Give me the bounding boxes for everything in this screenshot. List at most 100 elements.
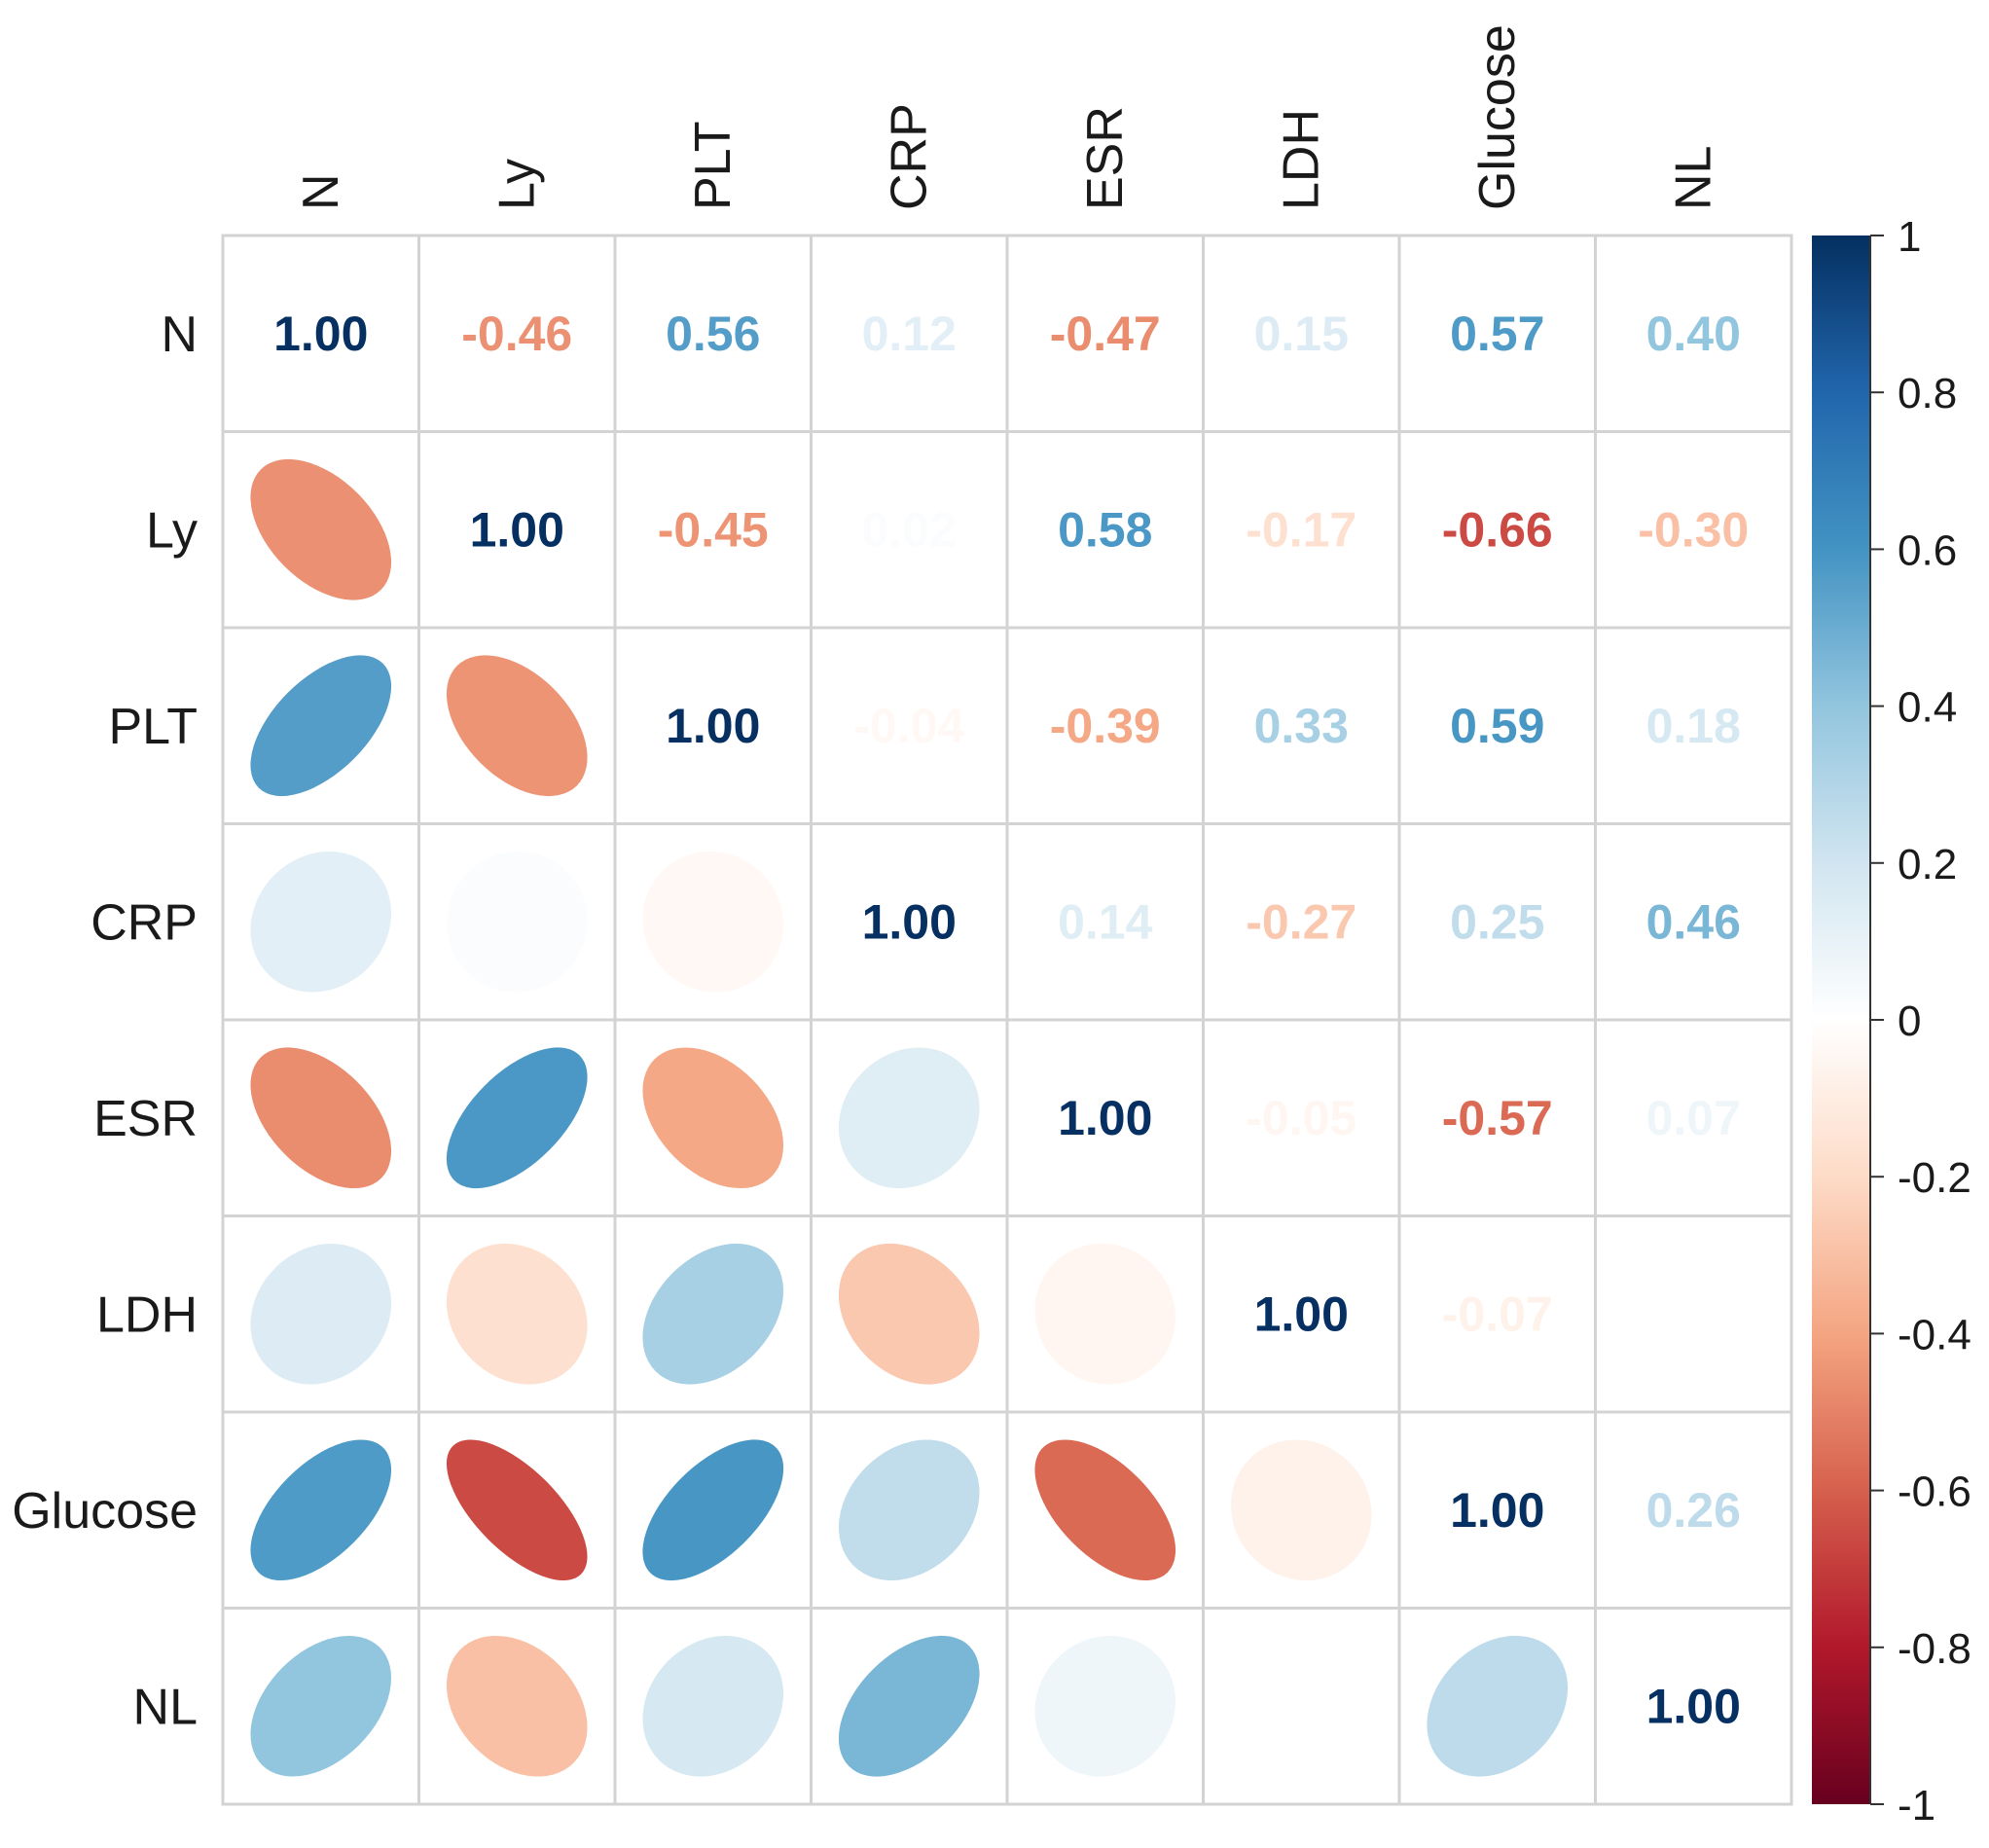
grid-cell xyxy=(221,234,420,433)
coef-n-glucose: 0.57 xyxy=(1450,307,1544,361)
grid-cell xyxy=(1397,822,1597,1022)
coef-ly-ldh: -0.17 xyxy=(1246,502,1356,557)
grid-cell xyxy=(1005,1018,1205,1217)
colorbar-tick-label: 0.6 xyxy=(1898,526,1957,574)
ellipse-glucose-crp xyxy=(838,1439,980,1581)
coef-nl-nl: 1.00 xyxy=(1646,1679,1741,1733)
ellipse-glucose-ldh xyxy=(1230,1439,1372,1581)
grid-cell xyxy=(1594,1607,1793,1806)
ellipse-nl-glucose xyxy=(1427,1635,1569,1777)
coef-n-crp: 0.12 xyxy=(862,307,957,361)
coef-esr-ldh: -0.05 xyxy=(1246,1091,1356,1145)
grid-cell xyxy=(1594,234,1793,433)
colorbar-tick-label: 0.8 xyxy=(1898,370,1957,417)
coef-glucose-nl: 0.26 xyxy=(1646,1483,1741,1538)
coef-ly-nl: -0.30 xyxy=(1638,502,1749,557)
ellipse-ldh-crp xyxy=(838,1243,980,1385)
ellipse-crp-plt xyxy=(642,851,784,993)
ellipse-ldh-ly xyxy=(446,1243,588,1385)
grid-cell xyxy=(1397,1214,1597,1414)
colorbar: 1 0.8 0.6 0.4 0.2 0 -0.2 -0.4 -0.6 -0.8 -1 xyxy=(1812,213,1971,1830)
row-label-glucose: Glucose xyxy=(12,1483,198,1540)
grid-cell xyxy=(1397,1018,1597,1217)
colorbar-tick-label: -0.4 xyxy=(1898,1311,1971,1359)
row-label-ldh: LDH xyxy=(96,1286,198,1343)
coef-n-esr: -0.47 xyxy=(1050,307,1161,361)
colorbar-tick-label: 0.4 xyxy=(1898,684,1957,732)
coef-ly-glucose: -0.66 xyxy=(1442,502,1553,557)
coef-n-nl: 0.40 xyxy=(1646,307,1741,361)
cell-grid xyxy=(221,234,1793,1806)
col-label-n: N xyxy=(293,173,349,210)
ellipse-ldh-n xyxy=(250,1243,392,1385)
grid-cell xyxy=(1594,1214,1793,1414)
coef-ly-esr: 0.58 xyxy=(1058,502,1152,557)
ellipse-esr-plt xyxy=(642,1047,784,1189)
grid-cell xyxy=(1005,626,1205,825)
grid-cell xyxy=(1202,1214,1401,1414)
grid-cell xyxy=(810,430,1009,630)
coef-n-n: 1.00 xyxy=(273,307,368,361)
grid-cell xyxy=(1202,1018,1401,1217)
col-label-ldh: LDH xyxy=(1273,109,1329,210)
coef-crp-nl: 0.46 xyxy=(1646,894,1741,949)
grid-cell xyxy=(1202,234,1401,433)
grid-cell xyxy=(613,234,813,433)
row-label-n: N xyxy=(161,307,198,363)
grid-cell xyxy=(810,822,1009,1022)
grid-cell xyxy=(1594,1018,1793,1217)
col-label-nl: NL xyxy=(1665,146,1721,210)
coef-esr-glucose: -0.57 xyxy=(1442,1091,1553,1145)
colorbar-tick-label: 0.2 xyxy=(1898,841,1957,888)
grid-cell xyxy=(1594,626,1793,825)
coef-crp-crp: 1.00 xyxy=(862,894,957,949)
colorbar-tick-label: 0 xyxy=(1898,997,1921,1045)
col-label-plt: PLT xyxy=(685,121,741,210)
colorbar-tick-label: 1 xyxy=(1898,213,1921,261)
chart-marks: 1.00 -0.46 0.56 0.12 -0.47 0.15 0.57 0.40 1.00 -0… xyxy=(250,307,1749,1777)
row-label-crp: CRP xyxy=(90,894,198,951)
row-label-ly: Ly xyxy=(146,502,198,559)
grid-cell xyxy=(1397,1410,1597,1610)
coef-ly-ly: 1.00 xyxy=(470,502,564,557)
ellipse-esr-crp xyxy=(838,1047,980,1189)
ellipse-nl-plt xyxy=(642,1635,784,1777)
coef-ldh-ldh: 1.00 xyxy=(1254,1286,1349,1341)
colorbar-gradient xyxy=(1812,236,1870,1804)
ellipse-glucose-n xyxy=(250,1439,392,1581)
ellipse-ldh-esr xyxy=(1034,1243,1176,1385)
ellipse-glucose-ly xyxy=(446,1439,588,1581)
coef-plt-plt: 1.00 xyxy=(666,699,760,753)
col-label-glucose: Glucose xyxy=(1469,24,1526,210)
ellipse-ldh-plt xyxy=(642,1243,784,1385)
grid-cell xyxy=(417,430,617,630)
ellipse-nl-ldh xyxy=(1230,1635,1372,1777)
coef-esr-nl: 0.07 xyxy=(1646,1091,1741,1145)
coef-ly-plt: -0.45 xyxy=(658,502,769,557)
grid-cell xyxy=(1594,1410,1793,1610)
ellipse-esr-ly xyxy=(446,1047,588,1189)
axis-labels: N Ly PLT CRP ESR LDH Glucose NL N Ly PLT CRP ESR LDH G… xyxy=(12,24,1721,1735)
col-label-crp: CRP xyxy=(881,103,937,210)
coef-crp-ldh: -0.27 xyxy=(1246,894,1356,949)
coef-n-ldh: 0.15 xyxy=(1254,307,1349,361)
colorbar-tick-label: -0.6 xyxy=(1898,1468,1971,1516)
grid-cell xyxy=(1202,430,1401,630)
ellipse-nl-crp xyxy=(838,1635,980,1777)
coef-plt-crp: -0.04 xyxy=(853,699,964,753)
coef-n-plt: 0.56 xyxy=(666,307,760,361)
grid-cell xyxy=(1594,430,1793,630)
grid-cell xyxy=(1397,626,1597,825)
row-label-esr: ESR xyxy=(93,1091,198,1147)
ellipse-nl-ly xyxy=(446,1635,588,1777)
coef-crp-esr: 0.14 xyxy=(1058,894,1153,949)
ellipse-ly-n xyxy=(250,458,392,600)
grid-cell xyxy=(810,234,1009,433)
ellipse-esr-n xyxy=(250,1047,392,1189)
grid-cell xyxy=(1202,626,1401,825)
coef-esr-esr: 1.00 xyxy=(1058,1091,1152,1145)
coef-plt-ldh: 0.33 xyxy=(1254,699,1349,753)
ellipse-glucose-esr xyxy=(1034,1439,1176,1581)
coef-ldh-glucose: -0.07 xyxy=(1442,1286,1553,1341)
